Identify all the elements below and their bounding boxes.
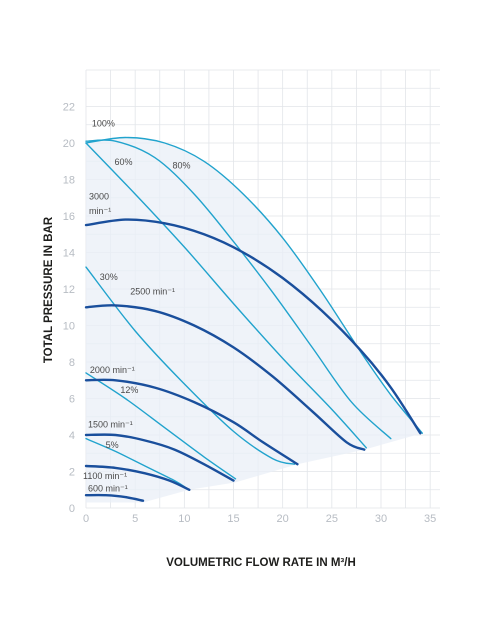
speed-curves — [84, 218, 422, 502]
y-tick-label: 2 — [69, 467, 75, 479]
efficiency-curve-5pct — [85, 437, 187, 489]
speed-curve-2500 — [84, 304, 366, 451]
y-tick-label: 10 — [63, 321, 75, 333]
label-2000-min: 2000 min⁻¹ — [90, 365, 135, 375]
y-tick-label: 4 — [69, 430, 75, 442]
label-80pct: 80% — [173, 161, 191, 171]
label-600-min: 600 min⁻¹ — [88, 484, 128, 494]
label-5pct: 5% — [106, 440, 119, 450]
label-2500-min: 2500 min⁻¹ — [130, 286, 175, 296]
x-tick-label: 5 — [132, 513, 138, 525]
label-3000-min: 3000 — [89, 192, 109, 202]
y-tick-label: 14 — [63, 248, 75, 260]
efficiency-curve-80pct — [85, 139, 392, 440]
efficiency-curve-30pct — [85, 266, 296, 465]
label-100pct: 100% — [92, 119, 115, 129]
label-60pct: 60% — [115, 157, 133, 167]
y-tick-label: 12 — [63, 284, 75, 296]
x-tick-labels: 0 5 10 15 20 25 30 35 — [83, 513, 436, 525]
y-tick-label: 20 — [63, 138, 75, 150]
efficiency-curve-100pct — [85, 136, 423, 434]
speed-curve-600 — [84, 493, 145, 502]
x-tick-label: 30 — [375, 513, 387, 525]
speed-curve-1500 — [84, 433, 235, 482]
x-tick-label: 10 — [178, 513, 190, 525]
x-tick-label: 25 — [326, 513, 338, 525]
efficiency-curve-12pct — [85, 372, 237, 480]
label-12pct: 12% — [120, 385, 138, 395]
x-tick-label: 35 — [424, 513, 436, 525]
speed-curve-1100 — [84, 464, 191, 491]
speed-curve-3000 — [84, 218, 422, 435]
efficiency-curves — [85, 136, 423, 489]
efficiency-curve-60pct — [85, 142, 367, 449]
label-30pct: 30% — [100, 272, 118, 282]
y-tick-label: 6 — [69, 394, 75, 406]
y-tick-label: 8 — [69, 357, 75, 369]
label-1100-min: 1100 min⁻¹ — [83, 471, 127, 481]
y-tick-label: 18 — [63, 175, 75, 187]
x-tick-label: 0 — [83, 513, 89, 525]
operating-region — [86, 137, 423, 503]
y-tick-label: 22 — [63, 102, 75, 114]
label-3000-min-unit: min⁻¹ — [89, 206, 111, 216]
label-1500-min: 1500 min⁻¹ — [88, 420, 133, 430]
x-tick-label: 15 — [227, 513, 239, 525]
y-tick-label: 0 — [69, 503, 75, 515]
x-tick-label: 20 — [277, 513, 289, 525]
y-axis-title: TOTAL PRESSURE IN BAR — [43, 216, 55, 363]
y-tick-labels: 0 2 4 6 8 10 12 14 16 18 20 22 — [63, 102, 75, 516]
speed-curve-2000 — [84, 378, 299, 466]
x-axis-title: VOLUMETRIC FLOW RATE IN M³/H — [166, 557, 356, 569]
y-tick-label: 16 — [63, 211, 75, 223]
curve-labels: 100% 80% 60% 30% 12% 5% 3000 min⁻¹ 2500 min⁻¹ 200… — [83, 119, 190, 494]
